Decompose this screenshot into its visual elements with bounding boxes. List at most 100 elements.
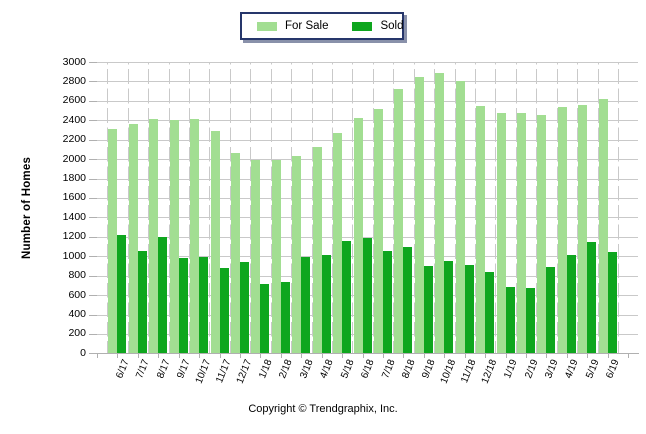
legend-swatch-for-sale — [257, 21, 277, 31]
x-axis-tick — [607, 354, 609, 359]
y-axis-tick — [89, 256, 97, 258]
x-axis-tick — [240, 354, 241, 359]
bar-sold — [587, 241, 597, 354]
y-tick-label: 2800 — [62, 74, 86, 87]
x-axis-tick — [260, 354, 262, 359]
x-axis-tick — [444, 354, 446, 359]
x-tick-label-text: 7/17 — [134, 358, 153, 381]
gridline — [97, 217, 638, 219]
gridline — [97, 81, 638, 83]
grid-cross-dash — [352, 62, 354, 354]
bar-sold — [240, 262, 249, 354]
grid-cross-dash — [536, 62, 538, 354]
y-tick-label: 1000 — [62, 249, 86, 262]
x-tick-label-text: 2/18 — [277, 358, 296, 381]
x-tick-label-text: 11/17 — [214, 358, 234, 386]
gridline — [97, 197, 638, 199]
grid-cross-dash — [617, 62, 619, 354]
x-axis-tick — [628, 354, 630, 359]
grid-cross-dash — [188, 62, 190, 354]
y-axis-tick — [89, 217, 97, 219]
y-tick-label: 2400 — [62, 113, 86, 126]
y-tick-label: 400 — [68, 308, 86, 321]
bar-for-sale — [557, 106, 567, 354]
bar-for-sale — [414, 76, 424, 354]
bar-for-sale — [292, 156, 302, 354]
bar-sold — [219, 267, 229, 354]
bar-sold — [526, 288, 536, 354]
x-tick-label-text: 5/19 — [584, 358, 602, 381]
bar-for-sale — [333, 132, 343, 354]
x-tick-label-text: 2/19 — [522, 358, 541, 381]
bar-sold — [444, 261, 454, 354]
bar-sold — [137, 251, 147, 354]
y-tick-label: 0 — [80, 346, 86, 359]
x-axis-tick — [485, 354, 487, 359]
y-tick-label: 1200 — [62, 230, 86, 243]
x-tick-label-text: 10/17 — [193, 358, 214, 386]
x-tick-label-text: 4/18 — [318, 358, 336, 381]
x-tick-label-text: 8/17 — [154, 358, 173, 381]
grid-cross-dash — [413, 62, 415, 354]
bar-sold — [485, 271, 495, 354]
grid-cross-dash — [107, 62, 109, 354]
copyright-text: Copyright © Trendgraphix, Inc. — [248, 403, 398, 415]
grid-cross-dash — [250, 62, 252, 354]
bar-sold — [423, 265, 433, 354]
x-tick-label-text: 3/18 — [298, 358, 316, 381]
x-axis-tick — [505, 354, 507, 359]
bar-for-sale — [598, 98, 608, 354]
grid-cross-dash — [434, 62, 436, 354]
bar-sold — [362, 237, 372, 354]
y-axis-tick — [89, 178, 97, 180]
x-axis-tick — [117, 354, 119, 359]
legend-label-sold: Sold — [380, 20, 404, 32]
grid-cross-dash — [127, 62, 129, 354]
grid-cross-dash — [291, 62, 293, 354]
bar-for-sale — [128, 124, 138, 354]
grid-cross-dash — [556, 62, 558, 354]
grid-cross-dash — [454, 62, 456, 354]
x-tick-label-text: 6/18 — [359, 358, 377, 381]
y-tick-label: 2200 — [62, 133, 86, 146]
bar-for-sale — [190, 119, 200, 354]
x-axis-tick — [199, 354, 201, 359]
bar-for-sale — [517, 113, 527, 354]
x-axis-tick — [178, 354, 180, 359]
grid-cross-dash — [270, 62, 272, 354]
x-axis-tick — [342, 354, 344, 359]
y-axis-tick — [89, 333, 97, 335]
bar-for-sale — [149, 119, 159, 354]
x-tick-label-text: 9/18 — [420, 358, 439, 381]
grid-cross-dash — [495, 62, 497, 354]
x-tick-label-text: 11/18 — [459, 358, 479, 386]
y-tick-label: 200 — [68, 327, 86, 340]
x-axis-tick — [566, 354, 568, 359]
x-axis-tick — [526, 354, 528, 359]
gridline — [97, 100, 638, 102]
bar-sold — [464, 265, 474, 354]
bar-sold — [280, 281, 290, 354]
bar-for-sale — [231, 153, 240, 354]
bar-for-sale — [578, 104, 588, 354]
bar-for-sale — [435, 72, 445, 354]
y-axis-tick — [89, 314, 97, 316]
y-axis-tick — [89, 197, 97, 199]
bar-for-sale — [394, 89, 404, 354]
x-tick-label-text: 1/19 — [502, 358, 520, 381]
x-axis-line — [89, 353, 639, 355]
grid-cross-dash — [229, 62, 231, 354]
bar-sold — [158, 236, 168, 354]
legend-swatch-sold — [352, 21, 373, 31]
bar-for-sale — [496, 112, 506, 354]
bar-for-sale — [312, 146, 322, 354]
bar-sold — [321, 255, 331, 354]
x-axis-tick — [97, 354, 98, 359]
gridline — [97, 62, 638, 63]
x-tick-label-text: 9/17 — [175, 358, 193, 381]
x-axis-tick — [362, 354, 364, 359]
bar-for-sale — [271, 160, 281, 354]
y-tick-label: 1400 — [62, 210, 86, 223]
y-axis-tick — [89, 295, 97, 297]
